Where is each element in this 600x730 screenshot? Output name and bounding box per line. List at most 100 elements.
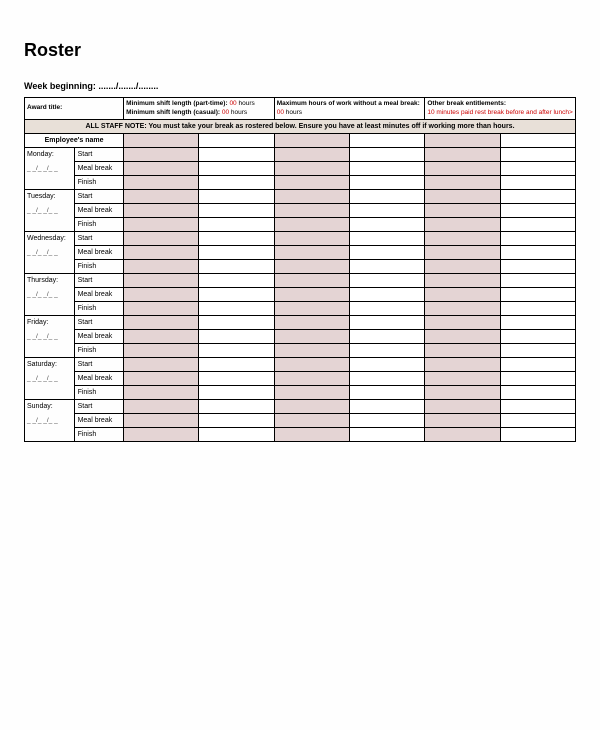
time-cell[interactable] (350, 274, 425, 288)
time-cell[interactable] (425, 246, 500, 260)
time-cell[interactable] (199, 372, 274, 386)
time-cell[interactable] (350, 316, 425, 330)
time-cell[interactable] (350, 414, 425, 428)
time-cell[interactable] (425, 176, 500, 190)
time-cell[interactable] (425, 372, 500, 386)
employee-name-cell[interactable] (199, 134, 274, 148)
time-cell[interactable] (199, 232, 274, 246)
time-cell[interactable] (350, 302, 425, 316)
time-cell[interactable] (425, 330, 500, 344)
time-cell[interactable] (274, 316, 349, 330)
time-cell[interactable] (425, 218, 500, 232)
time-cell[interactable] (425, 232, 500, 246)
time-cell[interactable] (124, 316, 199, 330)
time-cell[interactable] (350, 176, 425, 190)
time-cell[interactable] (500, 148, 575, 162)
time-cell[interactable] (500, 260, 575, 274)
time-cell[interactable] (500, 274, 575, 288)
time-cell[interactable] (500, 288, 575, 302)
time-cell[interactable] (124, 358, 199, 372)
time-cell[interactable] (350, 288, 425, 302)
date-placeholder[interactable]: _ _/_ _/_ _ (25, 162, 75, 176)
time-cell[interactable] (124, 176, 199, 190)
time-cell[interactable] (274, 344, 349, 358)
time-cell[interactable] (500, 204, 575, 218)
time-cell[interactable] (199, 274, 274, 288)
time-cell[interactable] (350, 372, 425, 386)
time-cell[interactable] (199, 246, 274, 260)
time-cell[interactable] (350, 344, 425, 358)
time-cell[interactable] (500, 386, 575, 400)
time-cell[interactable] (425, 260, 500, 274)
time-cell[interactable] (425, 428, 500, 442)
time-cell[interactable] (350, 246, 425, 260)
time-cell[interactable] (425, 274, 500, 288)
time-cell[interactable] (500, 428, 575, 442)
time-cell[interactable] (500, 218, 575, 232)
time-cell[interactable] (425, 344, 500, 358)
time-cell[interactable] (124, 162, 199, 176)
time-cell[interactable] (500, 190, 575, 204)
time-cell[interactable] (199, 344, 274, 358)
date-placeholder[interactable]: _ _/_ _/_ _ (25, 372, 75, 386)
time-cell[interactable] (124, 260, 199, 274)
time-cell[interactable] (425, 162, 500, 176)
time-cell[interactable] (350, 428, 425, 442)
time-cell[interactable] (124, 330, 199, 344)
time-cell[interactable] (500, 176, 575, 190)
time-cell[interactable] (500, 246, 575, 260)
time-cell[interactable] (274, 218, 349, 232)
employee-name-cell[interactable] (425, 134, 500, 148)
time-cell[interactable] (425, 316, 500, 330)
time-cell[interactable] (124, 288, 199, 302)
time-cell[interactable] (425, 148, 500, 162)
time-cell[interactable] (274, 274, 349, 288)
time-cell[interactable] (199, 260, 274, 274)
time-cell[interactable] (124, 232, 199, 246)
date-placeholder[interactable]: _ _/_ _/_ _ (25, 414, 75, 428)
time-cell[interactable] (350, 204, 425, 218)
time-cell[interactable] (274, 232, 349, 246)
time-cell[interactable] (425, 302, 500, 316)
time-cell[interactable] (425, 288, 500, 302)
time-cell[interactable] (124, 386, 199, 400)
time-cell[interactable] (124, 274, 199, 288)
time-cell[interactable] (124, 428, 199, 442)
time-cell[interactable] (274, 246, 349, 260)
time-cell[interactable] (124, 372, 199, 386)
time-cell[interactable] (199, 148, 274, 162)
time-cell[interactable] (425, 358, 500, 372)
time-cell[interactable] (425, 190, 500, 204)
time-cell[interactable] (274, 330, 349, 344)
time-cell[interactable] (274, 428, 349, 442)
employee-name-cell[interactable] (350, 134, 425, 148)
time-cell[interactable] (500, 372, 575, 386)
time-cell[interactable] (199, 218, 274, 232)
time-cell[interactable] (199, 190, 274, 204)
time-cell[interactable] (124, 344, 199, 358)
time-cell[interactable] (199, 400, 274, 414)
time-cell[interactable] (274, 414, 349, 428)
time-cell[interactable] (124, 302, 199, 316)
time-cell[interactable] (350, 358, 425, 372)
date-placeholder[interactable]: _ _/_ _/_ _ (25, 288, 75, 302)
time-cell[interactable] (500, 358, 575, 372)
time-cell[interactable] (500, 316, 575, 330)
time-cell[interactable] (500, 400, 575, 414)
time-cell[interactable] (199, 386, 274, 400)
time-cell[interactable] (199, 162, 274, 176)
time-cell[interactable] (274, 372, 349, 386)
employee-name-cell[interactable] (124, 134, 199, 148)
time-cell[interactable] (350, 386, 425, 400)
time-cell[interactable] (274, 302, 349, 316)
time-cell[interactable] (425, 204, 500, 218)
time-cell[interactable] (350, 190, 425, 204)
time-cell[interactable] (274, 288, 349, 302)
time-cell[interactable] (274, 260, 349, 274)
time-cell[interactable] (425, 414, 500, 428)
time-cell[interactable] (350, 148, 425, 162)
time-cell[interactable] (350, 218, 425, 232)
time-cell[interactable] (274, 386, 349, 400)
time-cell[interactable] (350, 162, 425, 176)
time-cell[interactable] (350, 260, 425, 274)
